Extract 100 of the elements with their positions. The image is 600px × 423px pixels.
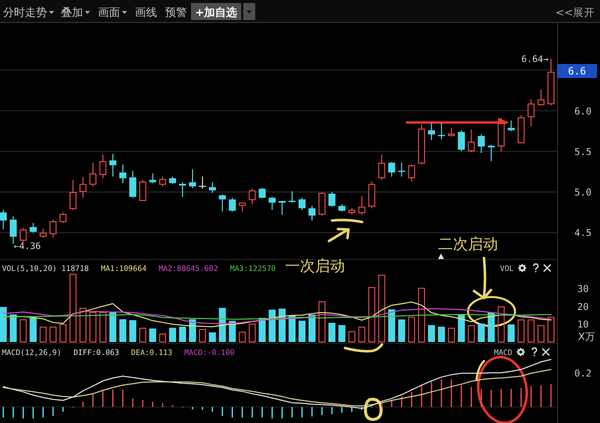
candlestick: [308, 205, 316, 221]
bar: [438, 326, 445, 342]
candlestick: [248, 188, 256, 205]
candlestick: [89, 162, 96, 187]
text: 画线: [135, 6, 157, 19]
candlestick: [70, 179, 77, 210]
candlestick: [20, 227, 27, 243]
candlestick: [438, 122, 445, 140]
bar: [448, 328, 455, 342]
candlestick: [408, 164, 416, 182]
candlestick: [149, 172, 156, 184]
candlestick: [0, 209, 7, 230]
bar: [60, 324, 67, 342]
candlestick: [189, 168, 196, 188]
bar: [458, 314, 465, 342]
text: 画面: [98, 6, 120, 19]
candlestick: [318, 192, 326, 216]
bar: [418, 288, 426, 342]
annotation: ←4.36: [14, 242, 41, 252]
bar: [528, 319, 535, 342]
text: 6.6: [568, 66, 586, 78]
candlestick: [538, 89, 545, 106]
candlestick: [398, 162, 406, 178]
y-axis-title: X万: [578, 332, 595, 343]
candlestick: [388, 161, 396, 178]
bar: [159, 333, 166, 342]
bar: [388, 309, 396, 342]
candlestick: [119, 164, 126, 184]
bar: [398, 319, 406, 342]
y-tick-label: 6.0: [574, 106, 592, 118]
candlestick: [218, 194, 226, 212]
bar: [278, 308, 286, 342]
bar: [488, 312, 495, 342]
bar: [10, 314, 17, 342]
bar: [70, 274, 77, 342]
bar: [109, 312, 116, 342]
y-tick-label: 5.5: [574, 146, 592, 158]
candlestick: [258, 187, 266, 199]
bar: [99, 312, 106, 342]
candlestick: [358, 196, 366, 216]
candlestick: [428, 122, 435, 140]
bar: [129, 320, 136, 342]
bar: [119, 319, 126, 342]
bar: [228, 320, 236, 342]
y-tick-label: 20: [577, 302, 589, 313]
bar: [318, 301, 326, 342]
candlestick: [179, 182, 186, 198]
bar: [338, 325, 346, 342]
candlestick: [159, 176, 166, 187]
candlestick: [198, 176, 206, 190]
candlestick: [418, 124, 426, 165]
candlestick: [30, 222, 37, 234]
bar: [139, 328, 146, 342]
bar: [298, 320, 306, 342]
y-tick-label: 10: [577, 320, 589, 331]
candlestick: [498, 118, 505, 152]
candlestick: [448, 127, 455, 138]
annotation: 一次启动: [285, 257, 345, 275]
bar: [548, 316, 554, 342]
bar: [179, 326, 186, 342]
bar: [478, 324, 485, 342]
text: +加自选: [195, 6, 238, 19]
candlestick: [40, 228, 47, 238]
bar: [149, 328, 156, 342]
bar: [50, 326, 57, 342]
candlestick: [288, 190, 296, 204]
candlestick: [458, 130, 465, 152]
y-tick-label: 5.0: [574, 188, 592, 198]
bar: [89, 312, 96, 342]
candlestick: [99, 154, 106, 179]
candlestick: [50, 219, 57, 238]
candlestick: [60, 212, 67, 224]
text: <<展开: [555, 7, 595, 19]
candlestick: [169, 176, 176, 184]
bar: [498, 306, 505, 342]
candlestick: [468, 128, 475, 153]
candlestick: [368, 180, 376, 209]
bar: [468, 325, 475, 342]
candlestick: [518, 114, 525, 144]
bar: [308, 314, 316, 342]
candlestick: [208, 182, 216, 194]
annotation: 6.64→: [521, 55, 550, 65]
candlestick: [139, 179, 146, 202]
bar: [198, 329, 206, 342]
candlestick: [298, 197, 306, 210]
bar: [378, 274, 386, 342]
bar: [348, 331, 356, 342]
candlestick: [79, 176, 86, 198]
bar: [538, 325, 545, 342]
bar: [258, 318, 266, 342]
bar: [20, 319, 27, 342]
text: 0.2: [574, 368, 592, 380]
bar: [79, 308, 86, 342]
annotation: 二次启动: [438, 235, 498, 253]
candlestick: [238, 202, 246, 212]
candlestick: [548, 58, 554, 106]
bar: [268, 310, 276, 342]
candlestick: [338, 204, 346, 212]
candlestick: [109, 153, 116, 178]
candlestick: [278, 200, 286, 216]
